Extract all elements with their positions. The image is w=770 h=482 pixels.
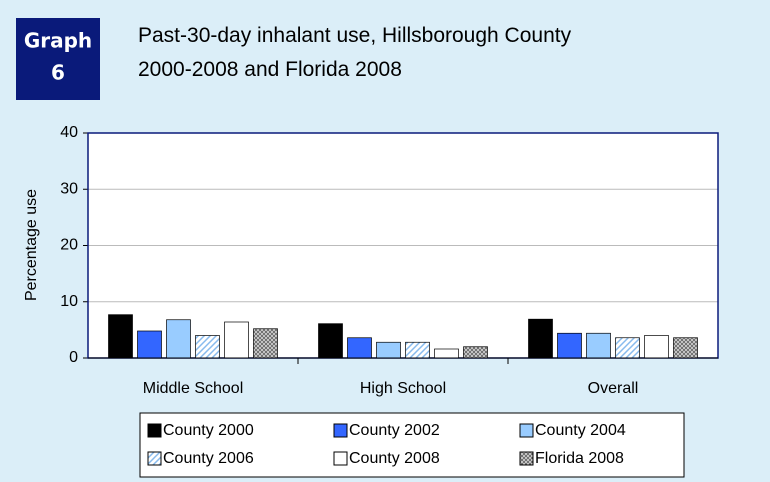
x-tick-label: Middle School — [143, 380, 244, 397]
legend-swatch — [519, 423, 534, 438]
bar — [434, 348, 459, 359]
legend-swatch — [333, 451, 348, 466]
y-tick-label: 0 — [69, 349, 78, 366]
bar — [376, 341, 401, 359]
badge-box — [16, 18, 100, 100]
bar — [528, 318, 553, 359]
bar — [644, 335, 669, 359]
y-tick-label: 30 — [60, 180, 78, 197]
bar — [318, 323, 343, 359]
y-tick-label: 10 — [60, 293, 78, 310]
legend-swatch — [147, 423, 162, 438]
badge-text: 6 — [51, 61, 65, 85]
legend-swatch — [147, 451, 162, 466]
bar — [586, 332, 611, 359]
bar — [405, 341, 430, 359]
y-axis-label: Percentage use — [23, 189, 40, 301]
bar — [166, 319, 191, 359]
bar — [463, 346, 488, 359]
bar — [557, 332, 582, 359]
bar — [253, 328, 278, 359]
bar — [224, 321, 249, 359]
badge-text: Graph — [24, 29, 92, 53]
bar — [347, 337, 372, 359]
legend-label: County 2000 — [163, 422, 254, 439]
y-tick-label: 20 — [60, 237, 78, 254]
x-tick-label: Overall — [588, 380, 639, 397]
bar — [615, 337, 640, 359]
y-tick-label: 40 — [60, 124, 78, 141]
bar — [673, 337, 698, 359]
legend-label: Florida 2008 — [535, 450, 624, 467]
bar — [137, 330, 162, 359]
legend-label: County 2002 — [349, 422, 440, 439]
legend — [139, 412, 685, 478]
legend-label: County 2004 — [535, 422, 626, 439]
chart-title: Past-30-day inhalant use, Hillsborough C… — [138, 24, 572, 47]
bar — [195, 335, 220, 359]
legend-label: County 2006 — [163, 450, 254, 467]
bar — [108, 314, 133, 359]
legend-label: County 2008 — [349, 450, 440, 467]
x-tick-label: High School — [360, 380, 446, 397]
legend-swatch — [519, 451, 534, 466]
chart-title: 2000-2008 and Florida 2008 — [138, 58, 402, 81]
legend-swatch — [333, 423, 348, 438]
